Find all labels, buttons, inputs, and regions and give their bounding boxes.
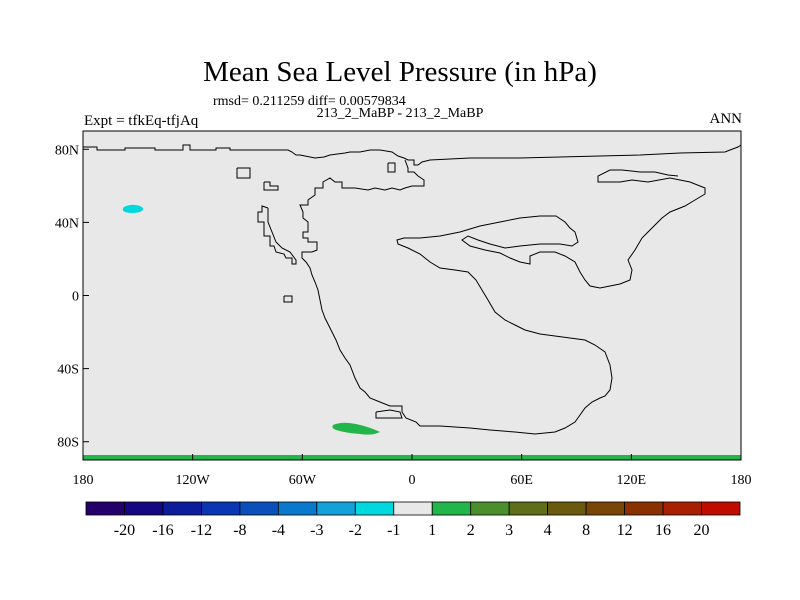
colorbar-swatch [585, 501, 625, 516]
colorbar-swatch [470, 501, 510, 516]
colorbar-label: 1 [428, 522, 436, 539]
colorbar-label: -1 [387, 522, 400, 539]
colorbar-swatch [431, 501, 472, 516]
y-tick-label: 40N [55, 216, 79, 231]
y-tick-label: 40S [57, 363, 79, 378]
x-tick-label: 120W [176, 473, 211, 488]
x-tick-label: 120E [617, 473, 647, 488]
colorbar-swatch [85, 501, 125, 516]
colorbar-label: -3 [310, 522, 323, 539]
colorbar-label: 12 [617, 522, 633, 539]
colorbar-swatch [316, 501, 356, 516]
colorbar-label: 8 [582, 522, 590, 539]
season-label: ANN [709, 111, 743, 127]
colorbar-swatch [624, 501, 664, 516]
colorbar: -20 -16 -12 -8 -4 -3 -2 -1 1 2 3 4 8 12 16 20 [85, 501, 741, 539]
x-tick-label: 60E [510, 473, 533, 488]
colorbar-label: -16 [152, 522, 173, 539]
colorbar-label: 2 [467, 522, 475, 539]
map-background [83, 131, 741, 460]
colorbar-swatch [662, 501, 702, 516]
colorbar-label: -2 [349, 522, 362, 539]
y-tick-label: 0 [72, 290, 79, 305]
colorbar-label: 20 [694, 522, 710, 539]
y-tick-label: 80N [55, 143, 79, 158]
x-tick-label: 60W [289, 473, 317, 488]
colorbar-swatch [547, 501, 587, 516]
x-tick-label: 180 [731, 473, 752, 488]
experiment-label: Expt = tfkEq-tfjAq [84, 113, 199, 129]
colorbar-swatch [162, 501, 202, 516]
cases-text: 213_2_MaBP - 213_2_MaBP [316, 106, 484, 121]
colorbar-swatch [354, 501, 395, 516]
coastline [83, 144, 742, 435]
stats-text: rmsd= 0.211259 diff= 0.00579834 [213, 94, 406, 109]
colorbar-swatch [393, 501, 433, 516]
colorbar-swatch [277, 501, 318, 516]
colorbar-label: -4 [272, 522, 285, 539]
negative-anomaly-patch [122, 204, 143, 213]
colorbar-label: 4 [544, 522, 552, 539]
colorbar-label: -8 [233, 522, 246, 539]
colorbar-label: 16 [655, 522, 671, 539]
positive-anomaly-patch [332, 422, 380, 435]
colorbar-swatch [201, 501, 241, 516]
x-tick-label: 180 [73, 473, 94, 488]
map-title: Mean Sea Level Pressure (in hPa) [203, 56, 597, 88]
colorbar-label: 3 [505, 522, 513, 539]
colorbar-label: -12 [191, 522, 212, 539]
x-axis: 180 120W 60W 0 60E 120E 180 [73, 454, 752, 488]
y-tick-label: 80S [57, 436, 79, 451]
colorbar-label: -20 [114, 522, 135, 539]
colorbar-swatch [124, 501, 164, 516]
colorbar-swatch [508, 501, 549, 516]
colorbar-swatch [239, 501, 279, 516]
x-tick-label: 0 [409, 473, 416, 488]
y-axis: 80N 40N 0 40S 80S [55, 143, 89, 451]
colorbar-swatch [701, 501, 741, 516]
